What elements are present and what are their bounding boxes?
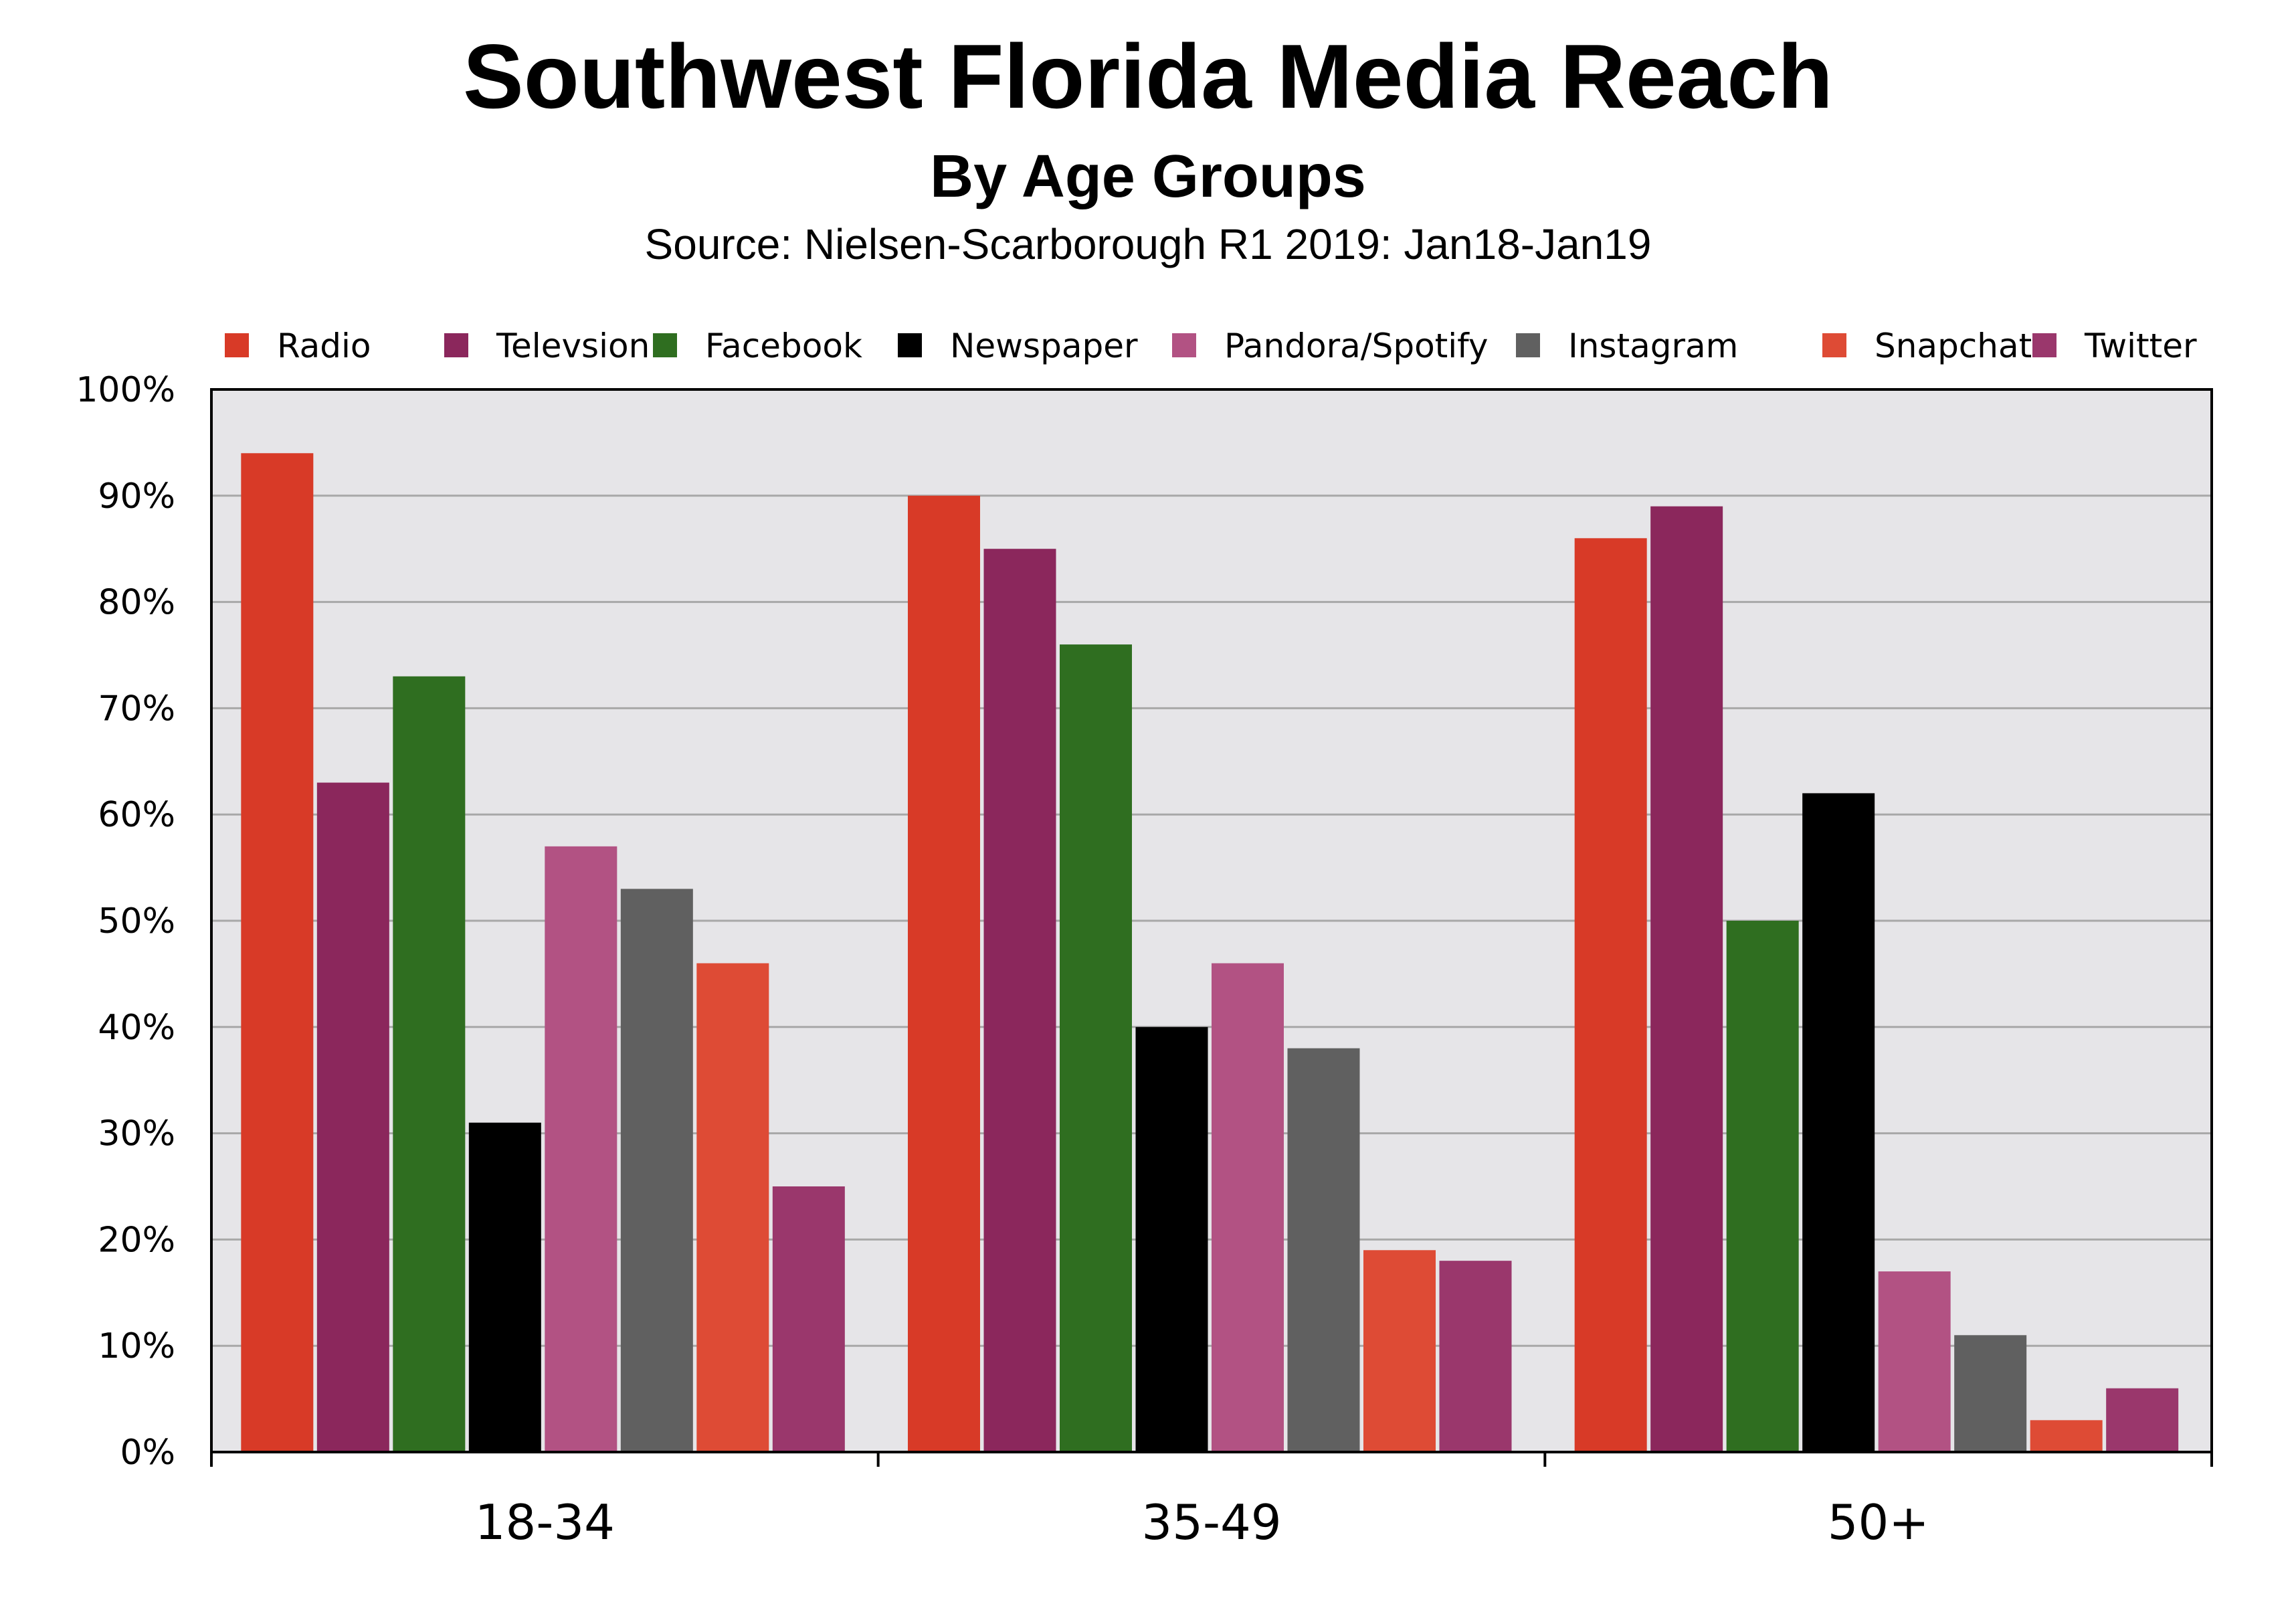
bar [1954, 1335, 2027, 1452]
y-tick-label: 10% [98, 1326, 175, 1366]
y-tick-label: 80% [98, 583, 175, 623]
legend-swatch [1822, 333, 1846, 357]
bar [1650, 506, 1723, 1453]
chart-subtitle: By Age Groups [930, 143, 1366, 210]
legend-label: Radio [277, 327, 371, 365]
bar [908, 495, 980, 1452]
bar [2106, 1388, 2179, 1452]
y-tick-label: 90% [98, 476, 175, 517]
bar [1060, 644, 1132, 1452]
bar [772, 1186, 845, 1452]
y-tick-label: 100% [76, 370, 175, 410]
legend-swatch [653, 333, 677, 357]
bar [316, 782, 389, 1452]
legend-label: Televsion [496, 327, 650, 365]
legend-swatch [1516, 333, 1540, 357]
y-tick-label: 20% [98, 1220, 175, 1260]
chart-source: Source: Nielsen-Scarborough R1 2019: Jan… [644, 220, 1652, 268]
bar [1287, 1048, 1360, 1452]
bar [1802, 793, 1875, 1452]
x-tick-label: 50+ [1828, 1494, 1929, 1550]
bar [1574, 538, 1647, 1452]
bar [1439, 1261, 1512, 1452]
y-tick-label: 70% [98, 689, 175, 729]
x-tick-labels: 18-34 35-49 50+ [475, 1494, 1929, 1550]
bar [2030, 1420, 2103, 1452]
bar [1363, 1250, 1436, 1452]
legend-label: Facebook [705, 327, 862, 365]
legend-swatch [898, 333, 922, 357]
y-tick-label: 40% [98, 1008, 175, 1048]
bar [241, 453, 314, 1452]
plot-frame [210, 388, 2213, 1453]
legend-swatch [225, 333, 249, 357]
bar [983, 549, 1056, 1453]
legend-swatch [2032, 333, 2056, 357]
y-tick-labels: 0% 10% 20% 30% 40% 50% 60% 70% 80% 90% 100% [76, 370, 175, 1473]
legend-label: Instagram [1568, 327, 1738, 365]
legend-swatch [1172, 333, 1196, 357]
bar [393, 676, 466, 1452]
bar [545, 846, 617, 1452]
axes [210, 388, 2213, 1467]
bar [1212, 963, 1284, 1452]
bar [1878, 1271, 1951, 1452]
bar [468, 1122, 541, 1452]
legend-swatch [444, 333, 468, 357]
legend-label: Pandora/Spotify [1224, 327, 1488, 365]
x-tick-label: 35-49 [1141, 1494, 1281, 1550]
legend-label: Twitter [2084, 327, 2197, 365]
y-tick-label: 50% [98, 901, 175, 941]
chart-title: Southwest Florida Media Reach [463, 25, 1833, 127]
bar [1726, 921, 1799, 1452]
y-tick-label: 60% [98, 795, 175, 835]
y-tick-label: 0% [120, 1433, 176, 1473]
y-tick-label: 30% [98, 1114, 175, 1154]
legend-label: Snapchat [1875, 327, 2032, 365]
bar [696, 963, 769, 1452]
bar [1135, 1026, 1208, 1452]
legend-label: Newspaper [950, 327, 1138, 365]
bars [241, 453, 2179, 1453]
x-tick-label: 18-34 [475, 1494, 615, 1550]
bar [620, 889, 693, 1452]
legend: Radio Televsion Facebook Newspaper Pandora/S… [225, 327, 2197, 365]
